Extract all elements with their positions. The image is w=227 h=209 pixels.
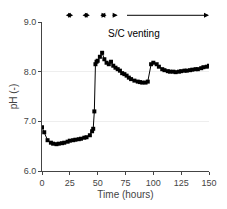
svg-text:8.0: 8.0 — [24, 67, 37, 77]
svg-text:50: 50 — [93, 178, 103, 188]
svg-text:Time (hours): Time (hours) — [97, 189, 153, 200]
svg-text:25: 25 — [65, 178, 75, 188]
svg-text:100: 100 — [146, 178, 161, 188]
svg-text:150: 150 — [201, 178, 216, 188]
svg-text:125: 125 — [174, 178, 189, 188]
svg-text:7.0: 7.0 — [24, 116, 37, 126]
svg-text:S/C venting: S/C venting — [108, 28, 160, 39]
svg-text:75: 75 — [120, 178, 130, 188]
svg-text:pH (-): pH (-) — [8, 84, 19, 110]
svg-text:9.0: 9.0 — [24, 17, 37, 27]
svg-text:0: 0 — [39, 178, 44, 188]
svg-text:6.0: 6.0 — [24, 166, 37, 176]
